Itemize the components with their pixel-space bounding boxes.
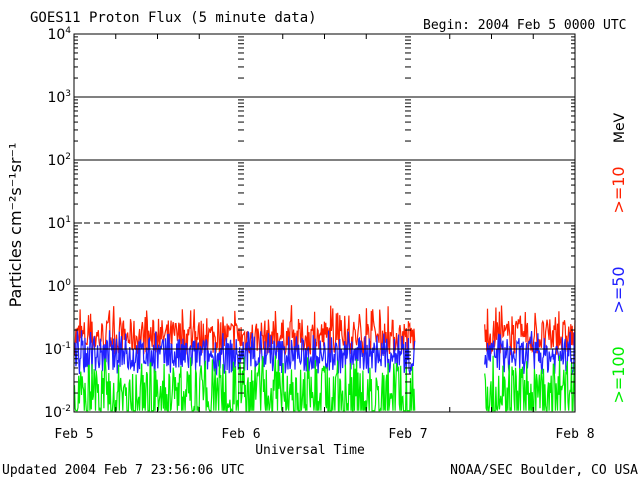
legend-entry-2: >=50 [609,266,628,313]
x-tick-label: Feb 7 [388,427,427,442]
series-line-3 [73,355,576,413]
flux-traces [73,305,576,413]
y-tick-label: 101 [47,215,71,232]
legend-entry-3: >=100 [609,346,628,403]
y-tick-label: 103 [47,89,71,106]
chart-title: GOES11 Proton Flux (5 minute data) [30,10,317,26]
threshold-lines [74,96,575,350]
x-tick-label: Feb 5 [54,427,93,442]
y-axis-label: Particles cm⁻²s⁻¹sr⁻¹ [6,143,25,308]
x-tick-label: Feb 8 [555,427,594,442]
y-axis-ticks: 10-2 10-1 100 101 102 103 104 [44,26,575,421]
legend-entry-1: >=10 [609,166,628,213]
legend-unit: MeV [612,112,628,143]
legend: MeV >=10 >=50 >=100 [609,112,628,403]
x-axis-label: Universal Time [255,443,365,458]
y-tick-label: 10-2 [44,404,71,421]
credit-label: NOAA/SEC Boulder, CO USA [450,463,638,478]
y-tick-label: 10-1 [44,341,71,358]
updated-timestamp: Updated 2004 Feb 7 23:56:06 UTC [2,463,245,478]
series-line-1 [73,305,576,357]
y-tick-label: 102 [47,152,71,169]
x-tick-label: Feb 6 [221,427,260,442]
begin-label: Begin: 2004 Feb 5 0000 UTC [423,18,627,33]
plot-frame [73,33,576,413]
x-axis-ticks: Feb 5 Feb 6 Feb 7 Feb 8 [54,34,595,442]
y-tick-label: 104 [47,26,71,43]
y-tick-label: 100 [47,278,71,295]
